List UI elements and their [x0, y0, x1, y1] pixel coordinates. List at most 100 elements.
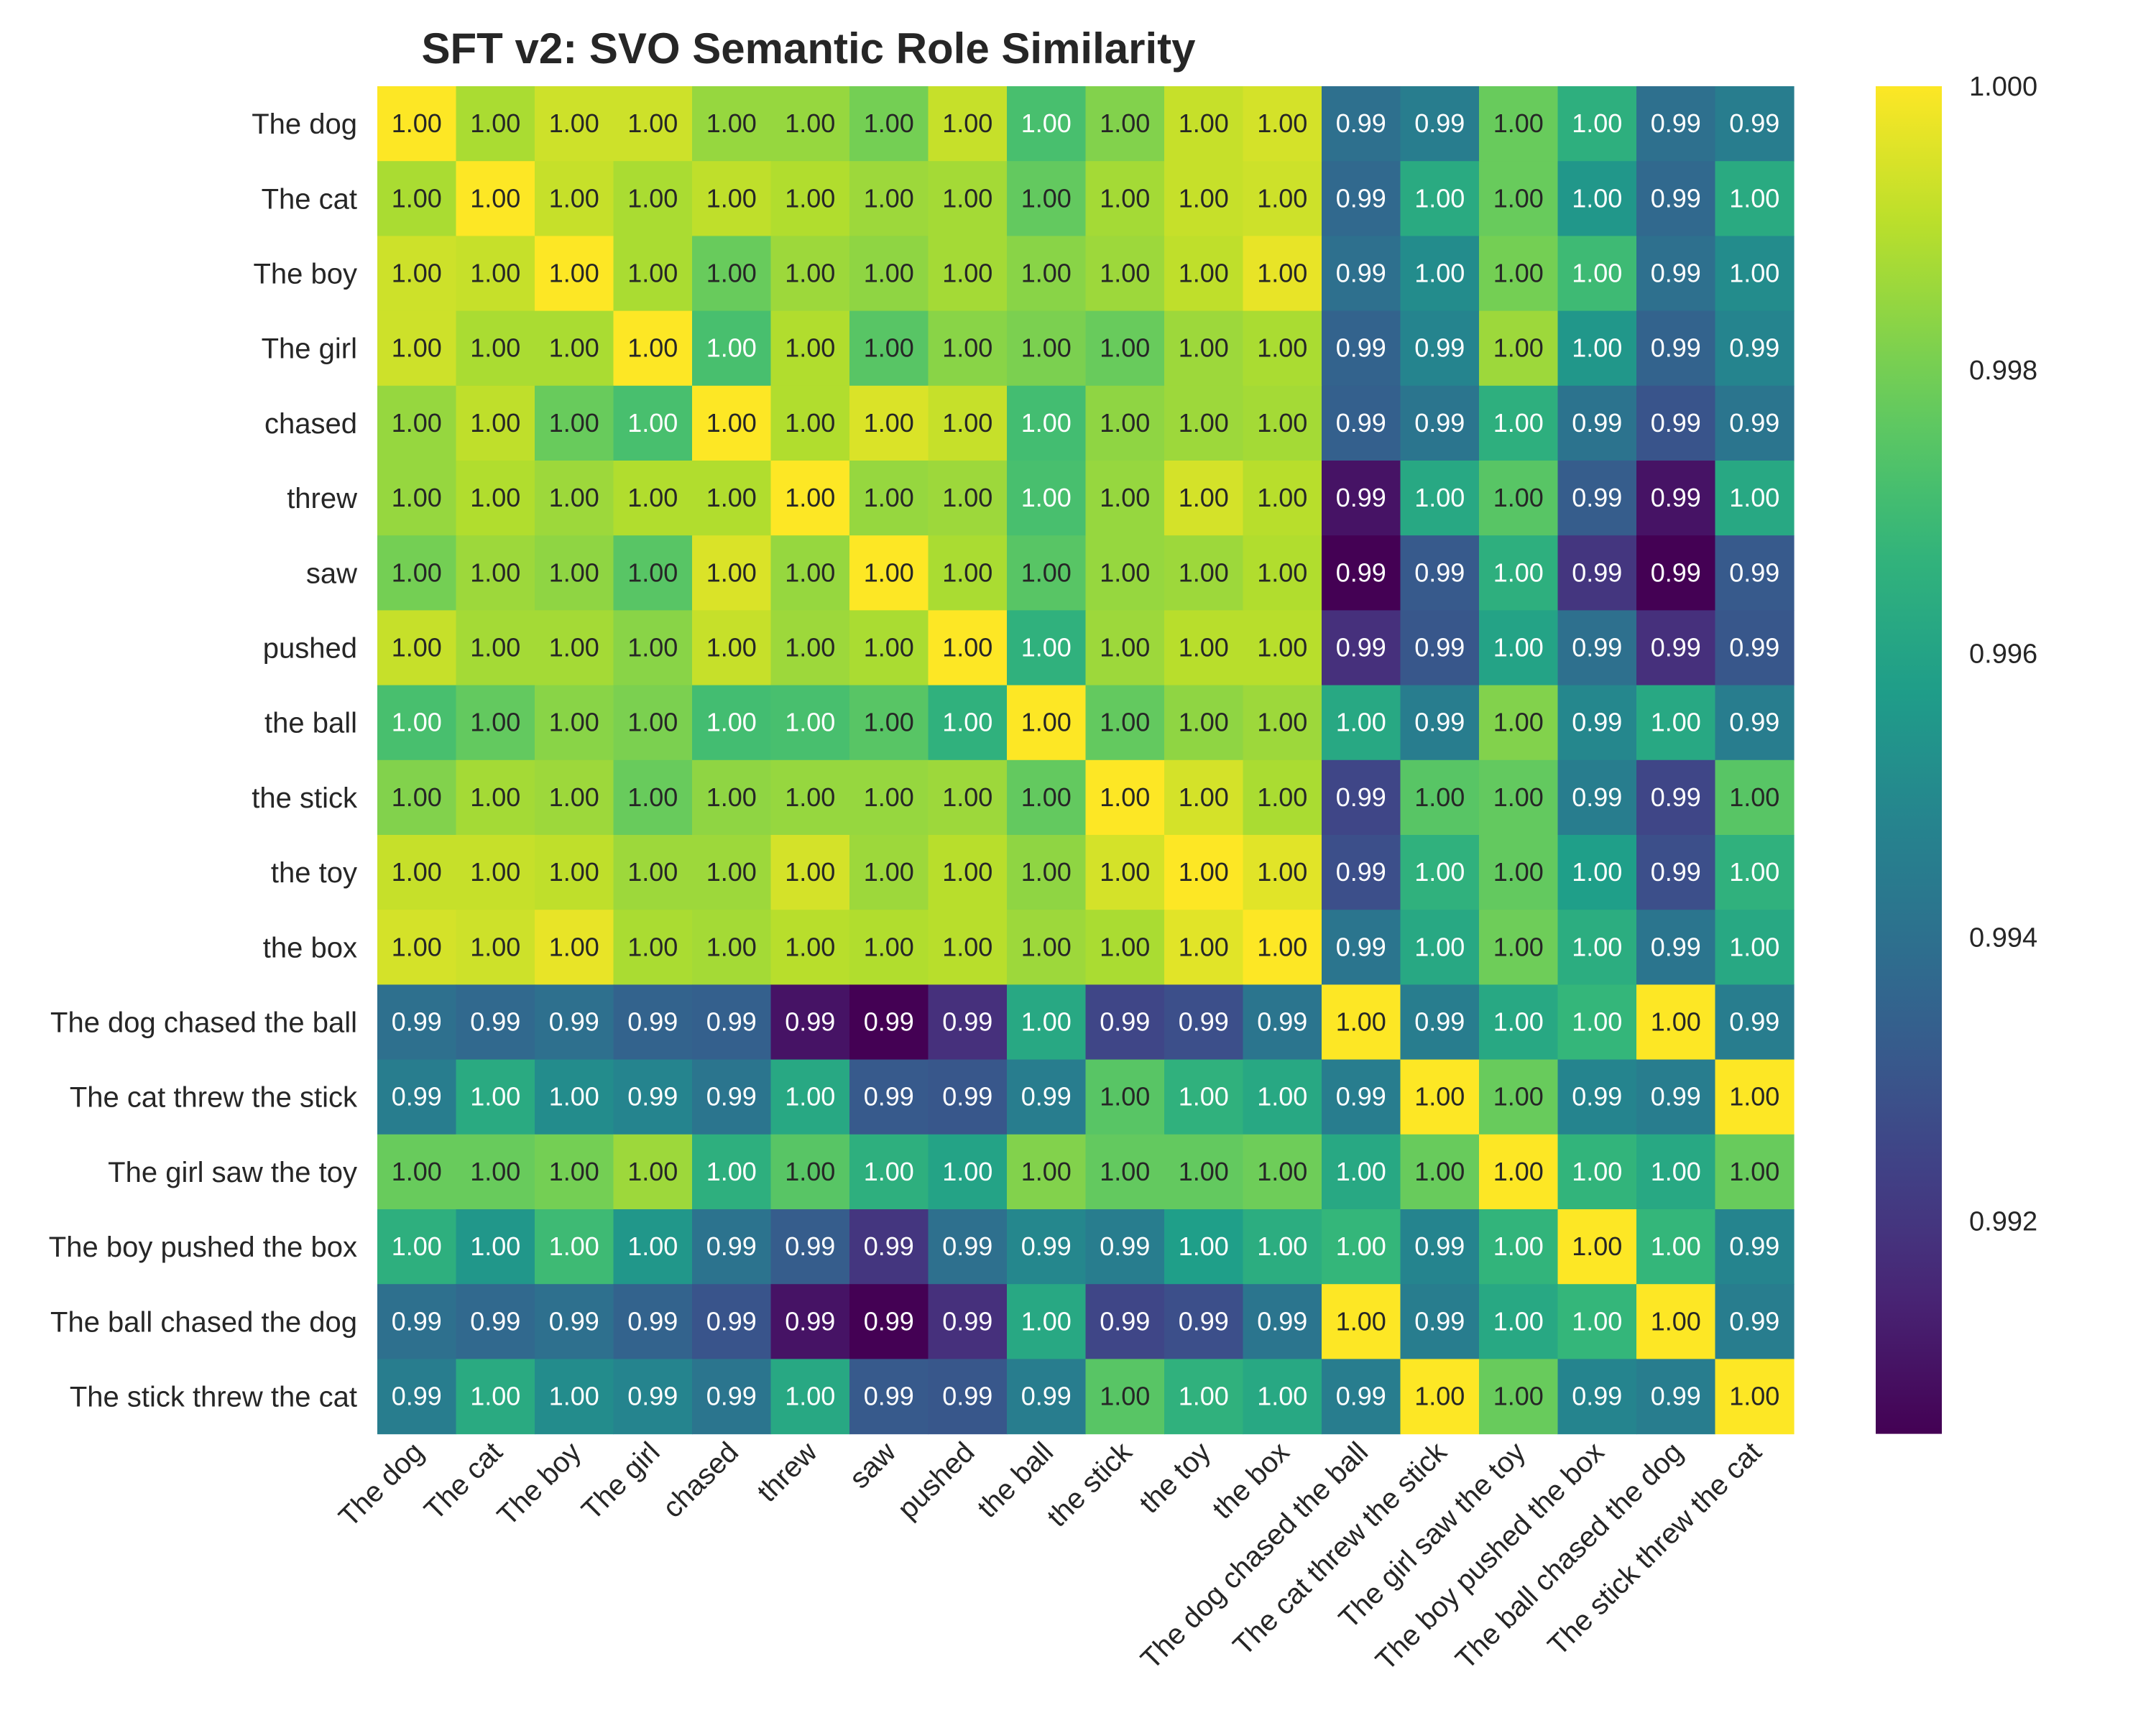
heatmap-cell	[1164, 1134, 1244, 1210]
y-tick-label: The cat	[262, 183, 357, 215]
cell-value-label: 1.00	[785, 408, 835, 438]
heatmap-cell	[535, 759, 614, 836]
heatmap-cell	[1085, 310, 1165, 387]
heatmap-cell	[849, 685, 929, 761]
heatmap-cell	[849, 161, 929, 236]
heatmap-cell	[849, 984, 929, 1061]
cell-value-label: 1.00	[1729, 932, 1779, 961]
heatmap-cell	[1557, 1134, 1637, 1210]
heatmap-cell	[849, 1059, 929, 1135]
cell-value-label: 0.99	[1336, 633, 1386, 662]
heatmap-cell	[1007, 1134, 1087, 1210]
heatmap-cell	[1400, 984, 1480, 1061]
cell-value-label: 1.00	[470, 408, 520, 438]
heatmap-cell	[535, 1134, 614, 1210]
cell-value-label: 0.99	[1257, 1306, 1307, 1336]
heatmap-cell	[1400, 610, 1480, 686]
cell-value-label: 1.00	[1493, 1306, 1544, 1336]
cell-value-label: 0.99	[1729, 558, 1779, 587]
cell-value-label: 0.99	[1336, 782, 1386, 812]
heatmap-cell	[1007, 759, 1087, 836]
cell-value-label: 1.00	[864, 408, 914, 438]
heatmap-cell	[613, 1059, 693, 1135]
cell-value-label: 0.99	[1572, 782, 1622, 812]
cell-value-label: 1.00	[1257, 782, 1307, 812]
heatmap-cell	[535, 984, 614, 1061]
heatmap-cell	[770, 610, 850, 686]
cell-value-label: 1.00	[549, 558, 599, 587]
cell-value-label: 1.00	[627, 483, 678, 512]
cell-value-label: 1.00	[470, 1232, 520, 1261]
y-tick-label: saw	[306, 558, 357, 589]
cell-value-label: 0.99	[864, 1382, 914, 1411]
cell-value-label: 1.00	[1572, 1306, 1622, 1336]
heatmap-cell	[1715, 984, 1795, 1061]
heatmap-cell	[770, 910, 850, 985]
heatmap-cell	[1322, 236, 1401, 312]
cell-value-label: 0.99	[942, 1007, 992, 1037]
cell-value-label: 1.00	[1651, 708, 1701, 737]
cell-value-label: 1.00	[470, 708, 520, 737]
cell-value-label: 1.00	[1021, 633, 1072, 662]
cell-value-label: 1.00	[470, 932, 520, 961]
y-tick-label: The dog chased the ball	[50, 1007, 357, 1039]
heatmap-cell	[1322, 1359, 1401, 1435]
cell-value-label: 1.00	[1021, 108, 1072, 138]
cell-value-label: 1.00	[549, 782, 599, 812]
cell-value-label: 1.00	[1257, 1082, 1307, 1112]
heatmap-cell	[849, 385, 929, 461]
heatmap-cell	[692, 1134, 772, 1210]
heatmap-cell	[535, 1359, 614, 1435]
cell-value-label: 1.00	[470, 483, 520, 512]
heatmap-cell	[1479, 385, 1559, 461]
heatmap-cell	[1557, 535, 1637, 611]
heatmap-cell	[535, 86, 614, 162]
heatmap-cell	[1636, 310, 1716, 387]
heatmap-cell	[1479, 236, 1559, 312]
cell-value-label: 0.99	[864, 1082, 914, 1112]
cell-value-label: 0.99	[1651, 108, 1701, 138]
heatmap-cell	[1164, 685, 1244, 761]
cell-value-label: 1.00	[1257, 1232, 1307, 1261]
cell-value-label: 0.99	[1729, 1007, 1779, 1037]
heatmap-cell	[535, 535, 614, 611]
heatmap-cell	[1557, 385, 1637, 461]
heatmap-cell	[1715, 910, 1795, 985]
heatmap-cell	[1636, 1209, 1716, 1285]
heatmap-cell	[1243, 1134, 1322, 1210]
cell-value-label: 1.00	[706, 259, 757, 288]
heatmap-cell	[1007, 236, 1087, 312]
heatmap-cell	[1636, 86, 1716, 162]
heatmap-cell	[377, 1059, 457, 1135]
y-tick-label: the box	[263, 932, 357, 964]
cell-value-label: 1.00	[1493, 259, 1544, 288]
heatmap-cell	[377, 535, 457, 611]
heatmap-cell	[613, 86, 693, 162]
cell-value-label: 0.99	[1651, 408, 1701, 438]
cell-value-label: 1.00	[1257, 183, 1307, 213]
heatmap-cell	[377, 1209, 457, 1285]
cell-value-label: 1.00	[1100, 708, 1150, 737]
cell-value-label: 1.00	[1729, 259, 1779, 288]
cell-value-label: 1.00	[1179, 183, 1229, 213]
heatmap-cell	[456, 1059, 535, 1135]
heatmap-cell	[377, 161, 457, 236]
cell-value-label: 0.99	[1100, 1232, 1150, 1261]
heatmap-cell	[1322, 1209, 1401, 1285]
cell-value-label: 0.99	[1021, 1382, 1072, 1411]
heatmap-cell	[692, 535, 772, 611]
y-tick-label: the toy	[271, 857, 357, 889]
heatmap-cell	[1479, 1059, 1559, 1135]
cell-value-label: 1.00	[1414, 932, 1465, 961]
x-tick-label: pushed	[892, 1436, 981, 1525]
cell-value-label: 1.00	[1100, 1157, 1150, 1186]
heatmap-cell	[1557, 161, 1637, 236]
cell-value-label: 1.00	[942, 932, 992, 961]
x-tick-label: The boy	[492, 1436, 587, 1532]
cell-value-label: 1.00	[1493, 408, 1544, 438]
cell-value-label: 1.00	[549, 408, 599, 438]
cell-value-label: 1.00	[1729, 857, 1779, 887]
heatmap-cell	[1243, 910, 1322, 985]
cell-value-label: 0.99	[706, 1082, 757, 1112]
heatmap-cell	[1636, 535, 1716, 611]
